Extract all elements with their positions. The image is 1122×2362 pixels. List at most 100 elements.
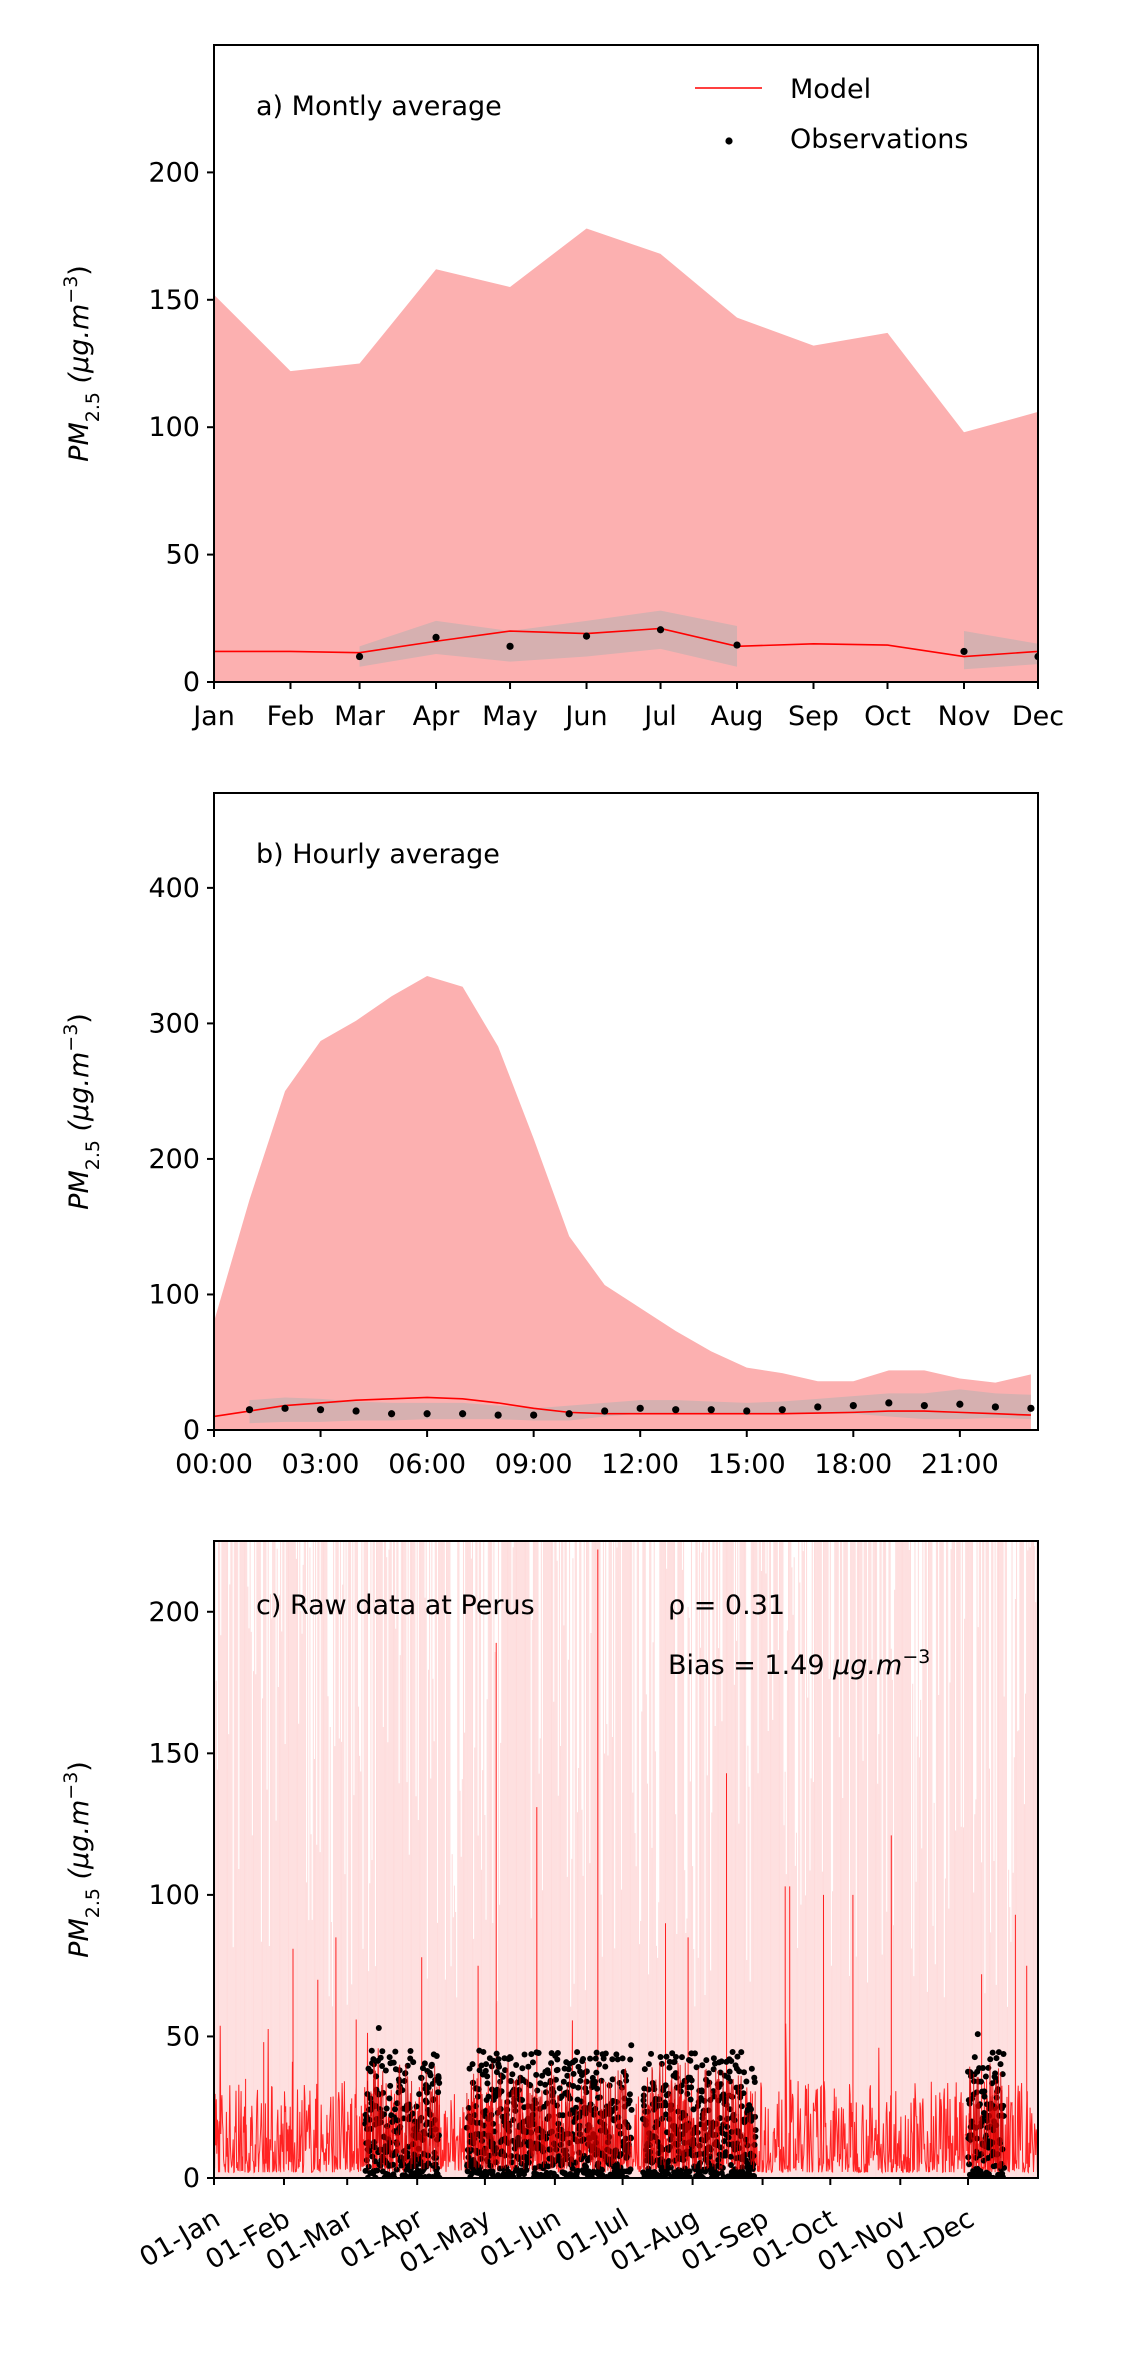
obs-point (570, 2070, 577, 2077)
obs-point (729, 2049, 736, 2056)
obs-point (383, 2105, 390, 2112)
obs-point (529, 2059, 536, 2066)
obs-point (672, 2053, 679, 2060)
obs-point (480, 2048, 487, 2055)
obs-point (525, 2159, 532, 2166)
obs-point (628, 2042, 635, 2049)
obs-point (552, 2076, 559, 2083)
obs-point (580, 2055, 587, 2062)
obs-point (645, 2061, 652, 2068)
obs-point (601, 1407, 609, 1415)
obs-point (728, 2058, 735, 2065)
obs-point (698, 2088, 705, 2095)
obs-point (609, 2056, 616, 2063)
x-tick-label: 01-Jun (475, 2203, 567, 2274)
bias-sup: −3 (902, 1646, 930, 1668)
x-tick-label: Oct (864, 701, 911, 732)
obs-point (436, 2080, 443, 2087)
obs-point (413, 2103, 420, 2110)
obs-point (355, 652, 364, 661)
obs-point (483, 2061, 490, 2068)
x-tick-label: Jun (563, 701, 607, 732)
obs-point (665, 2157, 672, 2164)
obs-point (564, 2072, 571, 2079)
obs-point (602, 2063, 609, 2070)
obs-point (547, 2077, 554, 2084)
x-tick-label: 00:00 (175, 1449, 253, 1480)
bias-label: Bias = 1.49 μg.m−3 (668, 1646, 930, 1681)
obs-point (974, 2031, 981, 2038)
obs-point (386, 2095, 393, 2102)
obs-point (468, 2146, 475, 2153)
obs-point (979, 2064, 986, 2071)
obs-point (368, 2047, 375, 2054)
obs-point (688, 2077, 695, 2084)
obs-point (627, 2166, 634, 2173)
obs-point (565, 2066, 572, 2073)
obs-point (971, 2054, 978, 2061)
obs-point (587, 2055, 594, 2062)
obs-point (484, 2080, 491, 2087)
obs-point (1001, 2164, 1008, 2171)
obs-point (379, 2048, 386, 2055)
obs-point (469, 2061, 476, 2068)
obs-point (703, 2057, 710, 2064)
obs-point (377, 2054, 384, 2061)
obs-point (513, 2062, 520, 2069)
obs-point (554, 2066, 561, 2073)
obs-point (710, 2055, 717, 2062)
obs-point (593, 2069, 600, 2076)
panel-c-raw: 05010015020001-Jan01-Feb01-Mar01-Apr01-M… (60, 1540, 1039, 2280)
obs-point (743, 2078, 750, 2085)
obs-point (478, 2062, 485, 2069)
obs-point (382, 2067, 389, 2074)
obs-point (537, 2080, 544, 2087)
plot-area (214, 1541, 1038, 2178)
panel-a-monthly: 0 50 100 150 200 Jan Feb Mar Apr May Jun Jul Aug Sep O… (60, 44, 1064, 732)
y-label-sup: −3 (60, 1024, 82, 1052)
obs-point (657, 2053, 664, 2060)
model-line-overlay (364, 2062, 440, 2170)
model-line-overlay (466, 2061, 632, 2170)
obs-point (743, 1407, 751, 1415)
obs-point (752, 2133, 759, 2140)
y-label-close: ) (64, 1013, 95, 1024)
obs-point (581, 2152, 588, 2159)
obs-point (418, 2114, 425, 2121)
obs-point (960, 647, 968, 656)
obs-point (594, 2085, 601, 2092)
x-tick-label: 15:00 (708, 1449, 786, 1480)
x-tick-label: 18:00 (814, 1449, 892, 1480)
y-tick-label: 100 (148, 1279, 200, 1310)
bias-unit: μg.m (832, 1650, 902, 1681)
obs-point (435, 2089, 442, 2096)
x-tick-label: Mar (334, 701, 386, 732)
obs-point (554, 2056, 561, 2063)
obs-point (626, 2097, 633, 2104)
obs-point (662, 2111, 669, 2118)
obs-point (380, 2111, 387, 2118)
obs-point (995, 2049, 1002, 2056)
obs-point (614, 2056, 621, 2063)
obs-point (482, 2067, 489, 2074)
x-tick-label: Aug (711, 701, 764, 732)
obs-point (387, 2082, 394, 2089)
obs-point (920, 1402, 928, 1410)
obs-point (663, 2053, 670, 2060)
obs-point (482, 2108, 489, 2115)
obs-point (521, 2051, 528, 2058)
obs-point (459, 1410, 467, 1418)
y-tick-label: 300 (148, 1008, 200, 1039)
x-tick-label: Sep (788, 701, 839, 732)
x-tick-label: 21:00 (921, 1449, 999, 1480)
obs-point (424, 2089, 431, 2096)
y-tick-label: 200 (148, 1144, 200, 1175)
obs-point (352, 1407, 360, 1415)
obs-point (419, 2065, 426, 2072)
obs-point (641, 2066, 648, 2073)
obs-point (727, 2153, 734, 2160)
legend-obs-label: Observations (790, 124, 968, 155)
obs-point (545, 2070, 552, 2077)
obs-point (987, 2056, 994, 2063)
obs-point (596, 2061, 603, 2068)
